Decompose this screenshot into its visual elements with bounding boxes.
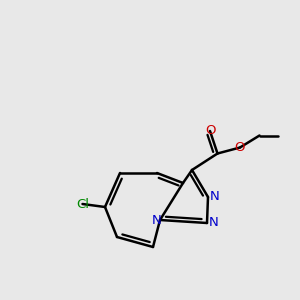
Text: N: N: [152, 214, 161, 226]
Text: O: O: [235, 141, 245, 154]
Text: N: N: [210, 190, 220, 203]
Text: O: O: [205, 124, 215, 137]
Text: Cl: Cl: [76, 197, 89, 211]
Text: N: N: [209, 217, 218, 230]
